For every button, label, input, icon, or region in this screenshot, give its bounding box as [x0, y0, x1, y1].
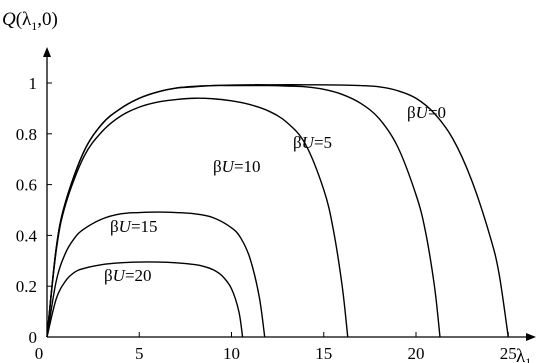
label-bu-10-beta: β — [213, 157, 222, 176]
x-tick-label: 25 — [500, 344, 517, 363]
curve-bu-5 — [46, 84, 441, 338]
y-tick-label: 0.4 — [16, 226, 38, 245]
label-bu-5-u: U — [302, 133, 316, 152]
x-tick-label: 20 — [408, 344, 425, 363]
x-axis-arrow — [526, 333, 536, 341]
y-tick-label: 1 — [29, 74, 38, 93]
x-title-lambda: λ — [516, 346, 526, 363]
label-bu-0-beta: β — [407, 103, 416, 122]
curve-bu-15 — [46, 211, 266, 338]
label-bu-0: βU=0 — [407, 103, 446, 122]
x-tick-label: 5 — [135, 344, 144, 363]
x-tick-label: 0 — [35, 344, 44, 363]
ticks: 5 10 15 20 25 00 0.2 0.4 0.6 0.8 1 — [16, 74, 517, 363]
label-bu-15-rest: =15 — [131, 217, 158, 236]
label-bu-10-rest: =10 — [234, 157, 261, 176]
y-tick-label: 0.6 — [16, 176, 37, 195]
curve-bu-20 — [46, 261, 244, 338]
y-title-open: (λ — [16, 9, 32, 30]
y-tick-label: 0.8 — [16, 125, 37, 144]
y-axis-title: Q(λ1,0) — [2, 9, 58, 33]
label-bu-20-rest: =20 — [125, 266, 152, 285]
y-axis-arrow — [43, 47, 51, 57]
y-title-sub: 1 — [31, 19, 37, 33]
y-title-q: Q — [2, 9, 16, 30]
label-bu-15-beta: β — [110, 217, 119, 236]
label-bu-10: βU=10 — [213, 157, 261, 176]
x-tick-label: 10 — [223, 344, 240, 363]
curve-bu-0 — [46, 84, 509, 338]
x-tick-label: 15 — [315, 344, 332, 363]
label-bu-15: βU=15 — [110, 217, 158, 236]
label-bu-0-rest: =0 — [428, 103, 446, 122]
y-tick-label: 0.2 — [16, 277, 37, 296]
label-bu-20: βU=20 — [104, 266, 152, 285]
label-bu-10-u: U — [222, 157, 236, 176]
y-title-close: ,0) — [37, 9, 58, 30]
curves — [46, 84, 509, 338]
label-bu-15-u: U — [119, 217, 133, 236]
axes — [43, 47, 536, 341]
label-bu-5: βU=5 — [293, 133, 332, 152]
y-tick-label: 0 — [29, 328, 38, 347]
label-bu-0-u: U — [416, 103, 430, 122]
x-title-sub: 1 — [525, 355, 531, 363]
curve-bu-10 — [46, 97, 349, 338]
label-bu-20-beta: β — [104, 266, 113, 285]
label-bu-5-beta: β — [293, 133, 302, 152]
x-axis-title: λ1 — [516, 346, 531, 363]
label-bu-5-rest: =5 — [314, 133, 332, 152]
label-bu-20-u: U — [113, 266, 127, 285]
